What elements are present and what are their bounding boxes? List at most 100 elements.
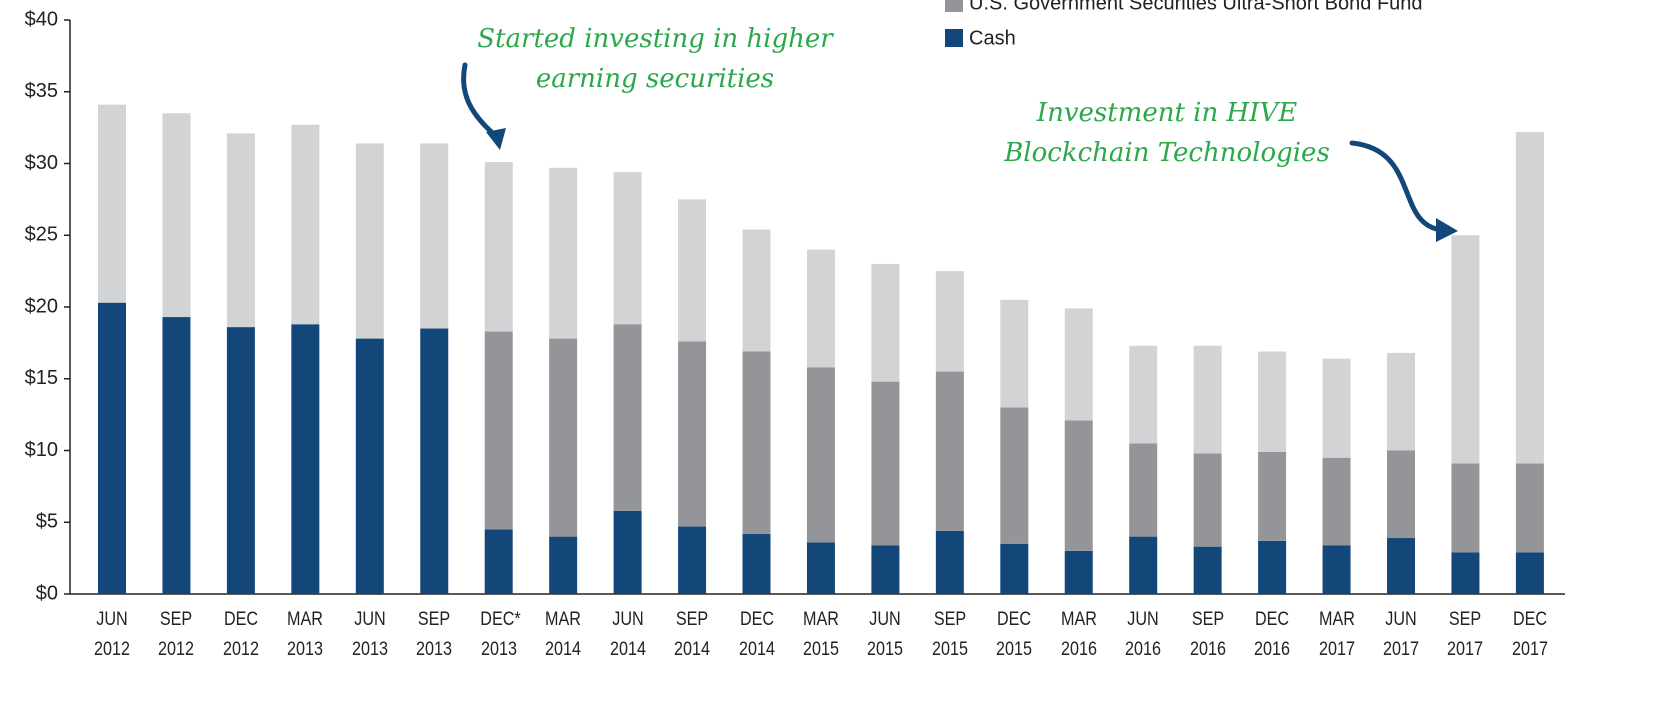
- y-tick-label: $40: [25, 8, 58, 30]
- legend-label: Cash: [969, 27, 1016, 49]
- annotation: Investment in HIVE: [1036, 98, 1297, 128]
- bar-segment: [1515, 552, 1544, 594]
- bar-segment: [1387, 352, 1415, 451]
- legend-swatch: [945, 0, 963, 12]
- bar-segment: [1064, 550, 1093, 594]
- bar-segment: [355, 338, 384, 594]
- x-tick-label: SEP 2012: [158, 609, 195, 660]
- x-tick-label: JUN 2013: [351, 609, 388, 660]
- arrow-head: [1436, 218, 1458, 242]
- y-tick-label: $30: [25, 152, 58, 174]
- bar-segment: [1193, 345, 1222, 454]
- bar-segment: [1387, 538, 1415, 594]
- bar-segment: [484, 529, 513, 594]
- x-tick-label: JUN 2014: [609, 609, 646, 660]
- bar-segment: [1258, 351, 1287, 452]
- bar-segment: [871, 545, 900, 594]
- bar-segment: [291, 124, 320, 325]
- x-tick-label: SEP 2015: [931, 609, 968, 660]
- bar-segment: [1064, 420, 1093, 551]
- x-tick-label: DEC* 2013: [479, 609, 521, 660]
- bar-segment: [549, 338, 578, 537]
- bar-segment: [1000, 543, 1029, 594]
- bar-segment: [742, 533, 771, 594]
- bar-segment: [1129, 536, 1158, 594]
- bar-segment: [613, 172, 642, 325]
- annotation: Blockchain Technologies: [1003, 138, 1330, 168]
- y-tick-label: $0: [36, 582, 58, 604]
- x-tick-label: SEP 2016: [1189, 609, 1226, 660]
- x-tick-label: DEC 2016: [1254, 609, 1291, 660]
- bar-segment: [1193, 546, 1222, 594]
- x-tick-label: MAR 2015: [802, 609, 839, 660]
- bar-segment: [871, 263, 900, 382]
- bar-segment: [484, 162, 513, 332]
- bar-segment: [871, 381, 900, 546]
- x-tick-label: DEC 2017: [1511, 609, 1548, 660]
- bar-segment: [1129, 443, 1158, 537]
- bar-segment: [742, 351, 771, 534]
- legend-label: U.S. Government Securities Ultra-Short B…: [969, 0, 1423, 14]
- bar-segment: [226, 133, 255, 328]
- y-tick-label: $25: [25, 224, 58, 246]
- bar-segment: [935, 371, 964, 531]
- bar-segment: [355, 143, 384, 339]
- bar-segment: [98, 104, 126, 303]
- y-tick-label: $15: [25, 367, 58, 389]
- y-tick-label: $5: [36, 511, 58, 533]
- bar-segment: [806, 542, 835, 594]
- bar-segment: [1387, 450, 1415, 539]
- y-tick-label: $35: [25, 80, 58, 102]
- bar-segment: [162, 317, 191, 594]
- x-tick-label: JUN 2012: [94, 609, 130, 660]
- bar-segment: [484, 331, 513, 530]
- bar-segment: [226, 327, 255, 594]
- arrow-head: [486, 128, 506, 150]
- x-tick-label: DEC 2015: [996, 609, 1033, 660]
- arrow: [1349, 140, 1445, 233]
- annotation: earning securities: [536, 64, 774, 94]
- bar-segment: [98, 302, 126, 594]
- x-tick-label: MAR 2013: [287, 609, 324, 660]
- bar-segment: [1129, 345, 1158, 444]
- bar-segment: [1258, 451, 1287, 541]
- bar-segment: [1258, 540, 1287, 594]
- bar-segment: [549, 536, 578, 594]
- bar-segment: [1451, 235, 1480, 464]
- x-tick-label: SEP 2017: [1447, 609, 1484, 660]
- bar-segment: [1322, 457, 1351, 546]
- bar-segment: [1322, 358, 1351, 458]
- annotation: Started investing in higher: [477, 24, 834, 54]
- bar-segment: [678, 341, 707, 527]
- bar-segment: [806, 249, 835, 368]
- x-tick-label: MAR 2016: [1060, 609, 1097, 660]
- bar-segment: [1451, 552, 1480, 594]
- bar-segment: [1451, 463, 1480, 553]
- bar-segment: [1000, 299, 1029, 408]
- x-tick-label: DEC 2012: [222, 609, 259, 660]
- x-tick-label: MAR 2017: [1318, 609, 1355, 660]
- bar-segment: [678, 526, 707, 594]
- x-tick-label: JUN 2016: [1125, 609, 1162, 660]
- bar-segment: [806, 367, 835, 543]
- bar-segment: [1000, 407, 1029, 544]
- legend-swatch: [945, 29, 963, 47]
- bar-segment: [1064, 308, 1093, 421]
- bar-segment: [420, 328, 449, 594]
- bar-segment: [1515, 131, 1544, 464]
- bar-segment: [678, 199, 707, 342]
- bar-segment: [613, 510, 642, 594]
- x-tick-label: MAR 2014: [545, 609, 582, 660]
- bar-segment: [549, 167, 578, 339]
- bar-segment: [935, 271, 964, 372]
- bar-segment: [935, 530, 964, 594]
- x-tick-label: DEC 2014: [738, 609, 775, 660]
- bar-segment: [742, 229, 771, 352]
- arrow: [461, 62, 501, 141]
- x-tick-label: SEP 2013: [416, 609, 453, 660]
- x-tick-label: SEP 2014: [674, 609, 711, 660]
- bar-segment: [420, 143, 449, 329]
- bar-segment: [162, 113, 191, 318]
